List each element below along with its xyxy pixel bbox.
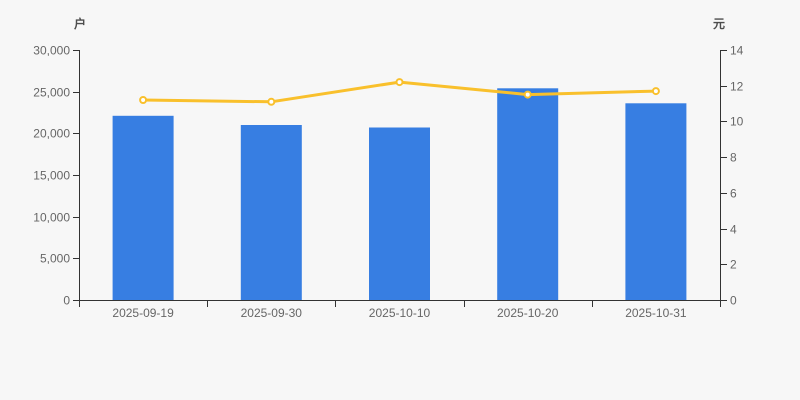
x-category-label: 2025-09-19 bbox=[112, 306, 174, 320]
left-axis-unit-label: 户 bbox=[73, 17, 86, 31]
line-point-2025-09-19[interactable] bbox=[139, 96, 148, 104]
y-left-tick-label: 10,000 bbox=[33, 211, 70, 225]
y-right-tick-label: 8 bbox=[730, 151, 737, 165]
x-category-label: 2025-10-31 bbox=[625, 306, 687, 320]
y-left-tick-label: 0 bbox=[63, 294, 70, 308]
y-left-tick-label: 20,000 bbox=[33, 127, 70, 141]
line-point-2025-10-10[interactable] bbox=[395, 78, 404, 87]
line-point-2025-10-20[interactable] bbox=[523, 90, 532, 99]
y-right-tick-label: 10 bbox=[730, 115, 744, 129]
y-right-tick-label: 4 bbox=[730, 223, 737, 237]
y-right-tick-label: 2 bbox=[730, 258, 737, 272]
right-axis-unit-label: 元 bbox=[712, 17, 725, 31]
y-left-tick-label: 5,000 bbox=[40, 252, 70, 266]
x-category-label: 2025-09-30 bbox=[241, 306, 303, 320]
y-right-tick-label: 14 bbox=[730, 44, 744, 58]
bar-2025-09-19[interactable] bbox=[112, 115, 174, 300]
y-right-tick-label: 6 bbox=[730, 187, 737, 201]
x-category-label: 2025-10-20 bbox=[497, 306, 559, 320]
y-left-tick-label: 25,000 bbox=[33, 86, 70, 100]
y-left-tick-label: 15,000 bbox=[33, 169, 70, 183]
bar-2025-10-31[interactable] bbox=[625, 103, 687, 300]
line-point-2025-09-30[interactable] bbox=[267, 97, 276, 106]
bar-2025-10-10[interactable] bbox=[369, 127, 430, 301]
x-category-label: 2025-10-10 bbox=[369, 306, 431, 320]
line-point-2025-10-31[interactable] bbox=[651, 87, 660, 96]
y-left-tick-label: 30,000 bbox=[33, 44, 70, 58]
y-right-tick-label: 12 bbox=[730, 80, 744, 94]
bar-2025-09-30[interactable] bbox=[240, 125, 302, 300]
y-right-tick-label: 0 bbox=[730, 294, 737, 308]
bar-2025-10-20[interactable] bbox=[497, 88, 559, 300]
